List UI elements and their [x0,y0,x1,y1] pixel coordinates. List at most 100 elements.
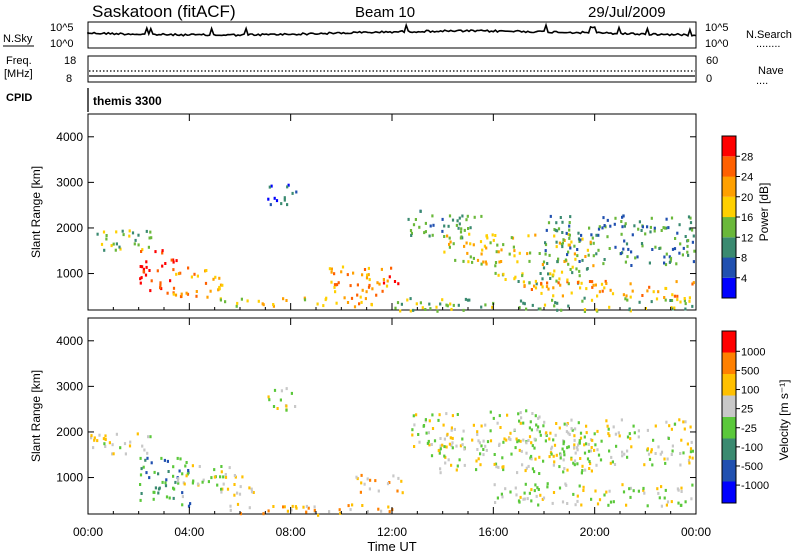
echo-cell [558,465,561,469]
nsky-trace [87,22,697,37]
echo-cell [569,215,572,219]
y-tick-label: 4000 [56,130,83,144]
echo-cell [257,299,260,303]
echo-cell [626,255,629,259]
echo-cell [496,243,499,247]
echo-cell [183,482,186,486]
echo-cell [590,233,593,237]
echo-cell [385,284,389,288]
echo-cell [454,258,457,262]
echo-cell [577,237,581,241]
echo-cell [330,267,333,271]
echo-cell [140,276,143,280]
echo-cell [637,429,640,433]
echo-cell [115,242,118,246]
echo-cell [609,224,612,228]
echo-cell [463,463,466,467]
echo-cell [455,468,458,472]
echo-cell [465,241,468,245]
echo-cell [517,439,520,443]
echo-cell [424,418,427,422]
echo-cell [566,278,569,282]
echo-cell [224,300,227,304]
echo-cell [489,439,493,443]
echo-cell [539,433,542,437]
echo-cell [579,457,582,460]
echo-cell [290,391,293,395]
echo-cell [221,283,224,287]
echo-cell [568,233,571,237]
echo-cell [411,433,414,437]
echo-cell [623,452,626,456]
echo-cell [240,297,243,301]
echo-cell [139,473,143,477]
colorbar-segment [722,176,736,197]
echo-cell [682,246,685,250]
echo-cell [511,236,515,240]
echo-cell [688,461,691,465]
echo-cell [415,302,418,306]
echo-cell [545,434,548,437]
echo-cell [541,277,544,281]
echo-cell [506,413,509,417]
echo-cell [295,190,298,194]
echo-cell [492,238,495,242]
echo-cell [456,464,459,468]
echo-cell [537,503,540,507]
echo-cell [338,508,341,512]
echo-cell [589,240,592,244]
echo-cell [153,470,156,474]
echo-cell [538,252,541,255]
power-y-ticks: 1000 2000 3000 4000 [56,130,696,281]
echo-cell [630,250,633,254]
echo-cell [587,253,590,257]
echo-cell [267,395,270,399]
echo-cell [280,389,283,393]
echo-cell [451,436,454,440]
echo-cell [613,222,616,226]
echo-cell [644,232,647,236]
colorbar-tick-label: -1000 [741,480,769,492]
echo-cell [572,461,575,465]
echo-cell [455,444,458,448]
echo-cell [498,444,501,447]
echo-cell [546,281,549,285]
echo-cell [663,296,666,299]
echo-cell [548,253,551,257]
echo-cell [583,443,586,447]
echo-cell [359,295,362,299]
echo-cell [658,496,661,500]
echo-cell [262,512,265,516]
echo-cell [578,260,581,263]
echo-cell [553,304,556,308]
echo-cell [412,414,415,418]
echo-cell [139,456,142,460]
echo-cell [588,280,592,283]
echo-cell [145,229,148,233]
echo-cell [406,298,409,302]
echo-cell [367,266,370,270]
echo-cell [466,214,469,218]
echo-cell [219,283,223,287]
echo-cell [291,504,294,508]
echo-cell [555,240,558,244]
echo-cell [537,307,540,311]
echo-cell [195,290,198,293]
colorbar-segment [722,374,736,396]
beam-title: Beam 10 [355,4,415,21]
echo-cell [524,482,527,486]
echo-cell [550,445,554,449]
echo-cell [621,450,624,454]
echo-cell [594,283,597,287]
echo-cell [112,452,115,456]
echo-cell [480,444,483,448]
echo-cell [552,273,555,277]
echo-cell [644,307,647,310]
echo-cell [431,427,435,430]
echo-cell [177,272,181,276]
echo-cell [622,247,625,251]
colorbar-tick-label: 4 [741,273,747,285]
echo-cell [280,202,283,206]
echo-cell [678,418,681,422]
echo-cell [622,214,625,218]
